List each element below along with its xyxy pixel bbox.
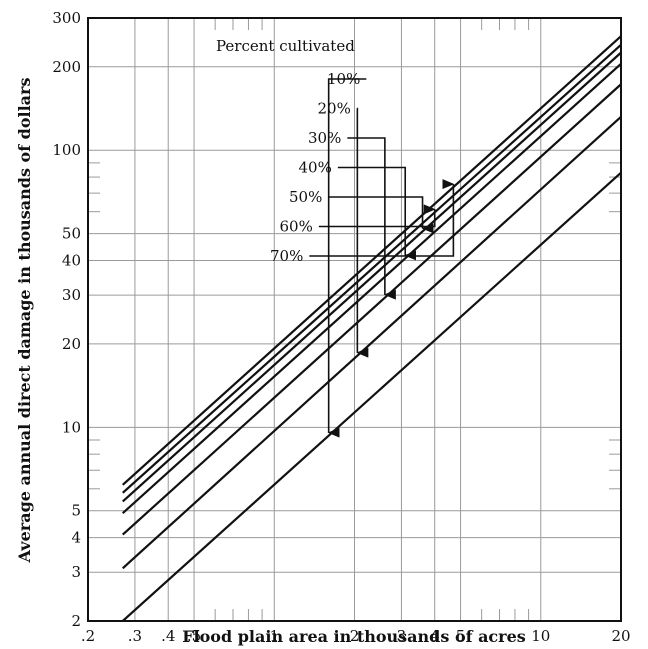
y-axis-title: Average annual direct damage in thousand… xyxy=(15,78,34,564)
series-arrow-70pct xyxy=(309,179,455,257)
y-tick-label-20: 20 xyxy=(62,335,81,353)
series-line-10pct xyxy=(121,171,622,622)
series-line-70pct xyxy=(121,35,622,486)
series-label-30pct: 30% xyxy=(308,129,341,147)
series-line-50pct xyxy=(121,51,622,503)
y-tick-label-5: 5 xyxy=(71,502,81,520)
series-arrow-30pct xyxy=(347,137,396,300)
y-axis-ticks: 2 3 4 5 10 20 30 40 50 100 200 300 xyxy=(52,9,81,630)
y-tick-label-100: 100 xyxy=(52,141,81,159)
x-tick-label--5: .5 xyxy=(187,627,201,645)
y-tick-label-10: 10 xyxy=(62,418,81,436)
series-arrow-10pct xyxy=(327,78,367,438)
x-tick-label--3: .3 xyxy=(128,627,142,645)
y-tick-label-2: 2 xyxy=(71,612,81,630)
series-label-60pct: 60% xyxy=(280,218,313,236)
series-label-70pct: 70% xyxy=(270,247,303,265)
series-lines xyxy=(121,35,622,622)
series-line-30pct xyxy=(121,83,622,536)
x-axis-ticks: .2 .3 .4 .5 1 2 3 4 5 10 20 xyxy=(81,627,631,645)
series-arrow-20pct xyxy=(356,107,369,358)
series-label-50pct: 50% xyxy=(289,188,322,206)
x-tick-label-10: 10 xyxy=(531,627,550,645)
y-tick-label-4: 4 xyxy=(71,529,81,547)
y-tick-label-50: 50 xyxy=(62,225,81,243)
series-label-40pct: 40% xyxy=(299,159,332,177)
series-line-60pct xyxy=(121,44,622,494)
x-tick-label-1: 1 xyxy=(270,627,280,645)
series-line-40pct xyxy=(121,63,622,514)
y-tick-label-200: 200 xyxy=(52,58,81,76)
series-line-20pct xyxy=(121,115,622,570)
legend-title: Percent cultivated xyxy=(216,37,355,55)
x-tick-label--4: .4 xyxy=(161,627,175,645)
x-axis-title: Flood plain area in thousands of acres xyxy=(182,627,526,646)
series-arrow-60pct xyxy=(318,204,436,228)
x-tick-label-3: 3 xyxy=(397,627,407,645)
x-tick-label-20: 20 xyxy=(611,627,630,645)
y-tick-label-3: 3 xyxy=(71,563,81,581)
y-tick-label-30: 30 xyxy=(62,286,81,304)
y-tick-label-300: 300 xyxy=(52,9,81,27)
series-label-20pct: 20% xyxy=(318,100,351,118)
series-arrow-50pct xyxy=(328,196,434,234)
grid xyxy=(88,18,621,621)
x-tick-label--2: .2 xyxy=(81,627,95,645)
x-tick-label-5: 5 xyxy=(456,627,466,645)
minor-ticks xyxy=(88,18,621,621)
plot-frame xyxy=(87,17,622,622)
legend-annotations: Percent cultivated 10%20%30%40%50%60%70% xyxy=(216,37,455,438)
x-tick-label-2: 2 xyxy=(350,627,360,645)
y-tick-label-40: 40 xyxy=(62,251,81,269)
x-tick-label-4: 4 xyxy=(430,627,440,645)
